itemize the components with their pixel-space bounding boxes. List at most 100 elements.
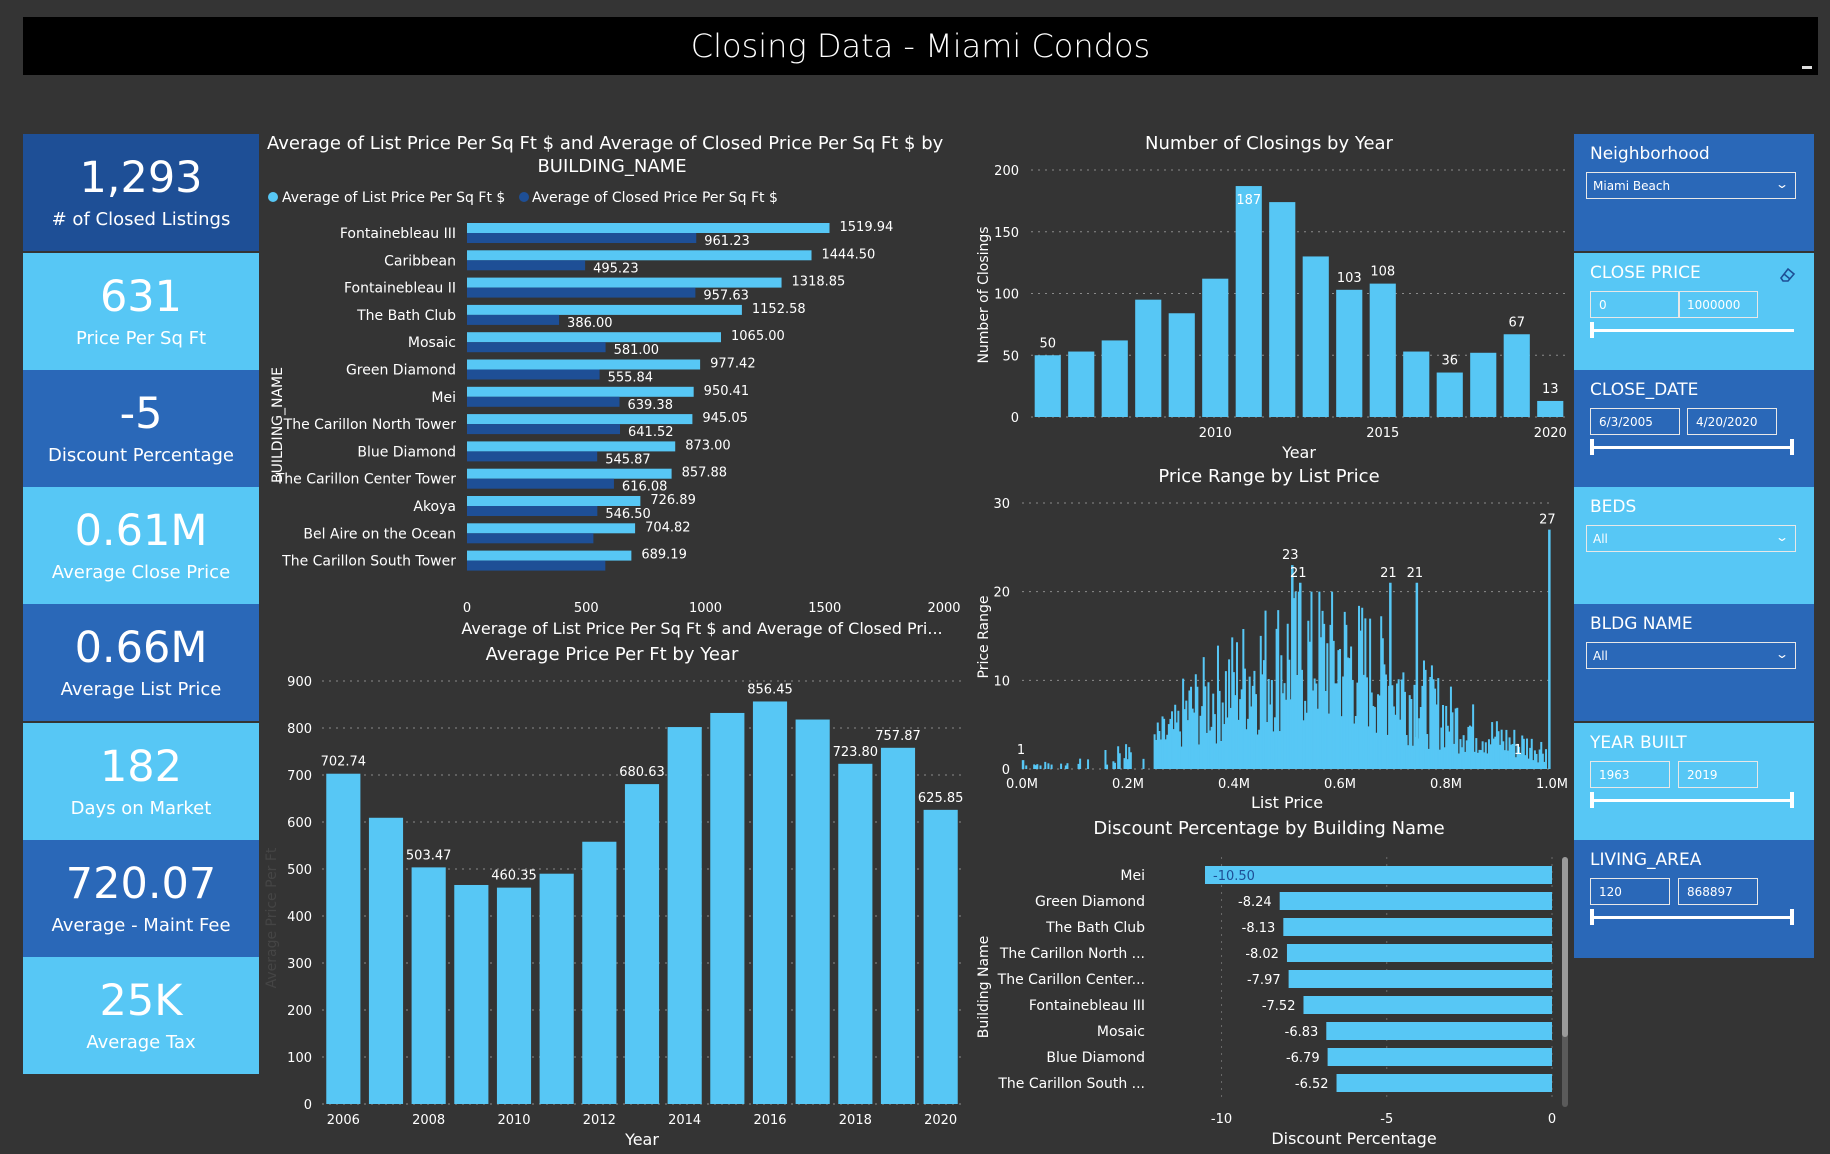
close-price-min-input[interactable]: 0 — [1590, 291, 1680, 318]
slicer-beds: BEDS All ⌄ — [1574, 487, 1814, 604]
bar-list-price — [467, 386, 694, 397]
slicer-label: LIVING_AREA — [1590, 850, 1702, 870]
range-min-value: 0 — [1599, 298, 1607, 312]
chevron-down-icon: ⌄ — [1774, 647, 1790, 661]
y-tick-label: 300 — [287, 957, 312, 972]
category-label: The Carillon South ... — [997, 1076, 1145, 1092]
bar — [1436, 372, 1463, 417]
slider-handle-min[interactable] — [1590, 439, 1594, 455]
x-tick-label: -5 — [1380, 1112, 1393, 1127]
data-label: 103 — [1337, 271, 1362, 286]
data-label: 689.19 — [641, 548, 687, 563]
beds-dropdown[interactable]: All ⌄ — [1586, 525, 1796, 552]
dropdown-value: All — [1593, 532, 1608, 546]
minimize-icon[interactable] — [1802, 66, 1812, 69]
slicer-label: BEDS — [1590, 497, 1637, 517]
slider-handle-max[interactable] — [1790, 909, 1794, 925]
slider-handle-max[interactable] — [1790, 439, 1794, 455]
close-price-max-input[interactable]: 1000000 — [1678, 291, 1758, 318]
y-tick-label: 10 — [993, 674, 1010, 689]
y-axis-label: BUILDING_NAME — [270, 367, 286, 483]
kpi-card: 631 Price Per Sq Ft — [23, 253, 259, 370]
slicer-label: CLOSE PRICE — [1590, 263, 1701, 283]
y-tick-label: 100 — [994, 288, 1019, 303]
close-date-slider[interactable] — [1590, 439, 1794, 455]
bar — [1279, 892, 1552, 910]
bar-list-price — [467, 332, 722, 343]
kpi-card: -5 Discount Percentage — [23, 370, 259, 487]
bar-closed-price — [467, 533, 594, 544]
year-built-max-input[interactable]: 2019 — [1678, 761, 1758, 788]
range-max-value: 4/20/2020 — [1696, 415, 1758, 429]
data-label: 545.87 — [605, 452, 651, 467]
slicer-label: Neighborhood — [1590, 144, 1710, 164]
x-tick-label: 1.0M — [1536, 777, 1568, 792]
x-axis-label: Discount Percentage — [1271, 1129, 1436, 1148]
data-label: 857.88 — [682, 466, 728, 481]
chart-title: Price Range by List Price — [1158, 466, 1379, 487]
y-tick-label: 600 — [287, 816, 312, 831]
data-label: 50 — [1039, 336, 1056, 351]
data-label: 1318.85 — [792, 275, 846, 290]
data-label: 503.47 — [406, 848, 452, 863]
category-label: The Carillon South Tower — [281, 554, 456, 570]
data-label: 945.05 — [702, 411, 748, 426]
slider-handle-max[interactable] — [1790, 792, 1794, 808]
slider-handle-min[interactable] — [1590, 909, 1594, 925]
bar — [496, 887, 532, 1104]
living-area-min-input[interactable]: 120 — [1590, 878, 1670, 905]
data-label: 702.74 — [321, 755, 367, 770]
data-label: 21 — [1380, 566, 1397, 581]
scrollbar-thumb[interactable] — [1562, 857, 1568, 1037]
y-tick-label: 500 — [287, 863, 312, 878]
bar-list-price — [467, 223, 830, 233]
data-label: 386.00 — [567, 316, 613, 331]
category-label: Mosaic — [1097, 1024, 1145, 1040]
chart-price-range: Price Range by List Price 0 10 20 30 1 23 21 21 2… — [976, 466, 1568, 812]
bar — [1101, 340, 1128, 417]
data-label: 23 — [1282, 548, 1299, 563]
bldg-name-dropdown[interactable]: All ⌄ — [1586, 642, 1796, 669]
close-price-slider[interactable] — [1590, 322, 1794, 338]
y-axis-label: Average Price Per Ft — [264, 847, 280, 988]
bar — [582, 841, 617, 1104]
category-label: The Carillon Center... — [997, 972, 1145, 988]
bar-closed-price — [467, 287, 696, 298]
bar — [923, 809, 958, 1104]
year-built-slider[interactable] — [1590, 792, 1794, 808]
bar-closed-price — [467, 560, 606, 571]
close-date-start-input[interactable]: 6/3/2005 — [1590, 408, 1680, 435]
close-date-end-input[interactable]: 4/20/2020 — [1687, 408, 1777, 435]
bar — [1235, 186, 1262, 417]
category-label: Mosaic — [408, 335, 456, 351]
living-area-slider[interactable] — [1590, 909, 1794, 925]
kpi-value: 182 — [99, 742, 183, 793]
bar — [1202, 278, 1229, 417]
bar-list-price — [467, 414, 693, 425]
data-label: -6.83 — [1285, 1025, 1319, 1040]
living-area-max-input[interactable]: 868897 — [1678, 878, 1758, 905]
data-label: 21 — [1407, 566, 1424, 581]
bar-closed-price — [467, 260, 586, 271]
bar — [326, 773, 361, 1104]
slicer-close-date: CLOSE_DATE 6/3/2005 4/20/2020 — [1574, 370, 1814, 487]
data-label: 873.00 — [685, 438, 731, 453]
category-label: Caribbean — [384, 253, 456, 269]
category-label: Blue Diamond — [1046, 1050, 1145, 1066]
bar-list-price — [467, 277, 782, 288]
x-tick-label: 2008 — [412, 1113, 445, 1128]
neighborhood-dropdown[interactable]: Miami Beach ⌄ — [1586, 172, 1796, 199]
year-built-min-input[interactable]: 1963 — [1590, 761, 1670, 788]
category-label: Akoya — [413, 499, 456, 515]
data-label: 495.23 — [593, 261, 639, 276]
chart-title: Number of Closings by Year — [1145, 133, 1394, 154]
data-label: 856.45 — [747, 682, 793, 697]
y-tick-label: 800 — [287, 722, 312, 737]
bar-list-price — [467, 523, 636, 534]
slider-handle-min[interactable] — [1590, 792, 1594, 808]
slider-handle-min[interactable] — [1590, 322, 1594, 338]
bar — [1168, 313, 1195, 417]
chart-title: Average Price Per Ft by Year — [486, 644, 739, 665]
eraser-icon[interactable] — [1778, 266, 1796, 284]
bar — [411, 867, 446, 1104]
